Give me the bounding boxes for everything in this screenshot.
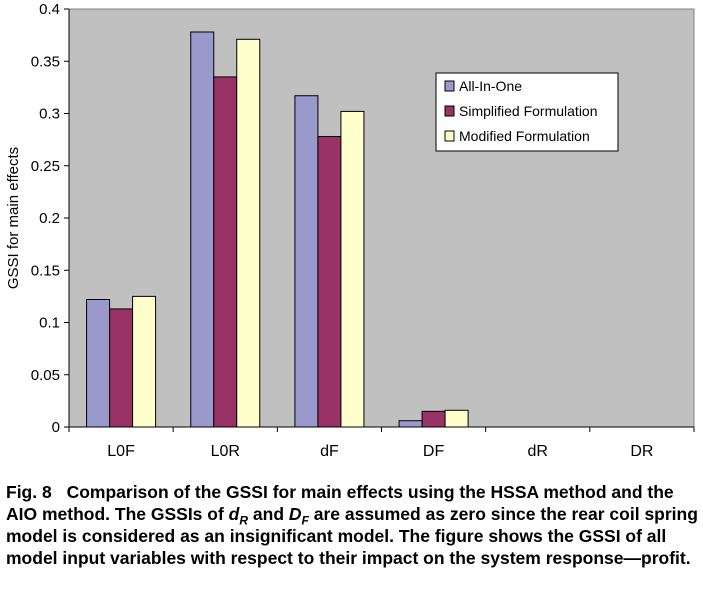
y-tick-label: 0.25 <box>31 158 60 175</box>
legend-label: Modified Formulation <box>459 128 590 144</box>
caption-text-3: are assumed as zero since the rear coil … <box>6 504 698 568</box>
bar-L0F-s1 <box>86 299 111 428</box>
bar-L0R-s3 <box>236 38 261 428</box>
legend-swatch <box>444 80 455 92</box>
bar-DF-s3 <box>444 409 469 428</box>
symbol-D-subscript: F <box>301 513 309 528</box>
x-category-label: dR <box>528 443 548 460</box>
plot-area <box>68 8 695 428</box>
bar-dF-s3 <box>340 110 365 428</box>
y-tick-label: 0.3 <box>39 106 60 123</box>
x-category-label: L0R <box>211 443 240 460</box>
bar-DF-s1 <box>398 420 423 428</box>
y-axis-title: GSSI for main effects <box>5 147 22 289</box>
symbol-D: D <box>288 504 302 524</box>
bar-L0F-s2 <box>109 308 134 428</box>
y-tick-label: 0.35 <box>31 53 60 70</box>
bar-DF-s2 <box>421 410 446 428</box>
symbol-d: d <box>228 504 240 524</box>
legend-box <box>435 72 619 152</box>
y-tick-label: 0.2 <box>39 210 60 227</box>
symbol-d-subscript: R <box>239 513 249 528</box>
figure-caption: Fig. 8 Comparison of the GSSI for main e… <box>6 481 698 569</box>
x-category-label: L0F <box>107 443 135 460</box>
bar-L0F-s3 <box>132 295 157 428</box>
bar-dF-s2 <box>317 135 342 428</box>
bar-chart: 0 0.05 0.1 0.15 0.2 0.25 0.3 0.35 0.4 L0F L0R dF DF… <box>5 1 695 460</box>
y-tick-label: 0.4 <box>39 1 60 18</box>
caption-text-2: and <box>248 504 289 524</box>
x-axis: L0F L0R dF DF dR DR <box>68 9 695 460</box>
x-category-label: DR <box>630 443 653 460</box>
y-tick-label: 0.15 <box>31 262 60 279</box>
x-category-label: dF <box>320 443 339 460</box>
bar-L0R-s1 <box>190 31 215 428</box>
x-category-label: DF <box>423 443 445 460</box>
legend-label: All-In-One <box>459 78 522 94</box>
legend-label: Simplified Formulation <box>459 103 598 119</box>
caption-text-1: Comparison of the GSSI for main effects … <box>6 482 674 524</box>
y-axis: 0 0.05 0.1 0.15 0.2 0.25 0.3 0.35 0.4 <box>31 1 69 436</box>
y-tick-label: 0.1 <box>39 315 60 332</box>
legend-swatch <box>444 105 455 117</box>
y-tick-label: 0.05 <box>31 367 60 384</box>
legend-swatch <box>444 130 455 142</box>
legend: All-In-One Simplified Formulation Modified… <box>435 72 619 152</box>
bar-dF-s1 <box>294 95 319 428</box>
y-tick-label: 0 <box>52 419 60 436</box>
figure-number: Fig. 8 <box>6 482 52 502</box>
bars-layer <box>86 31 469 428</box>
bar-L0R-s2 <box>213 76 238 428</box>
